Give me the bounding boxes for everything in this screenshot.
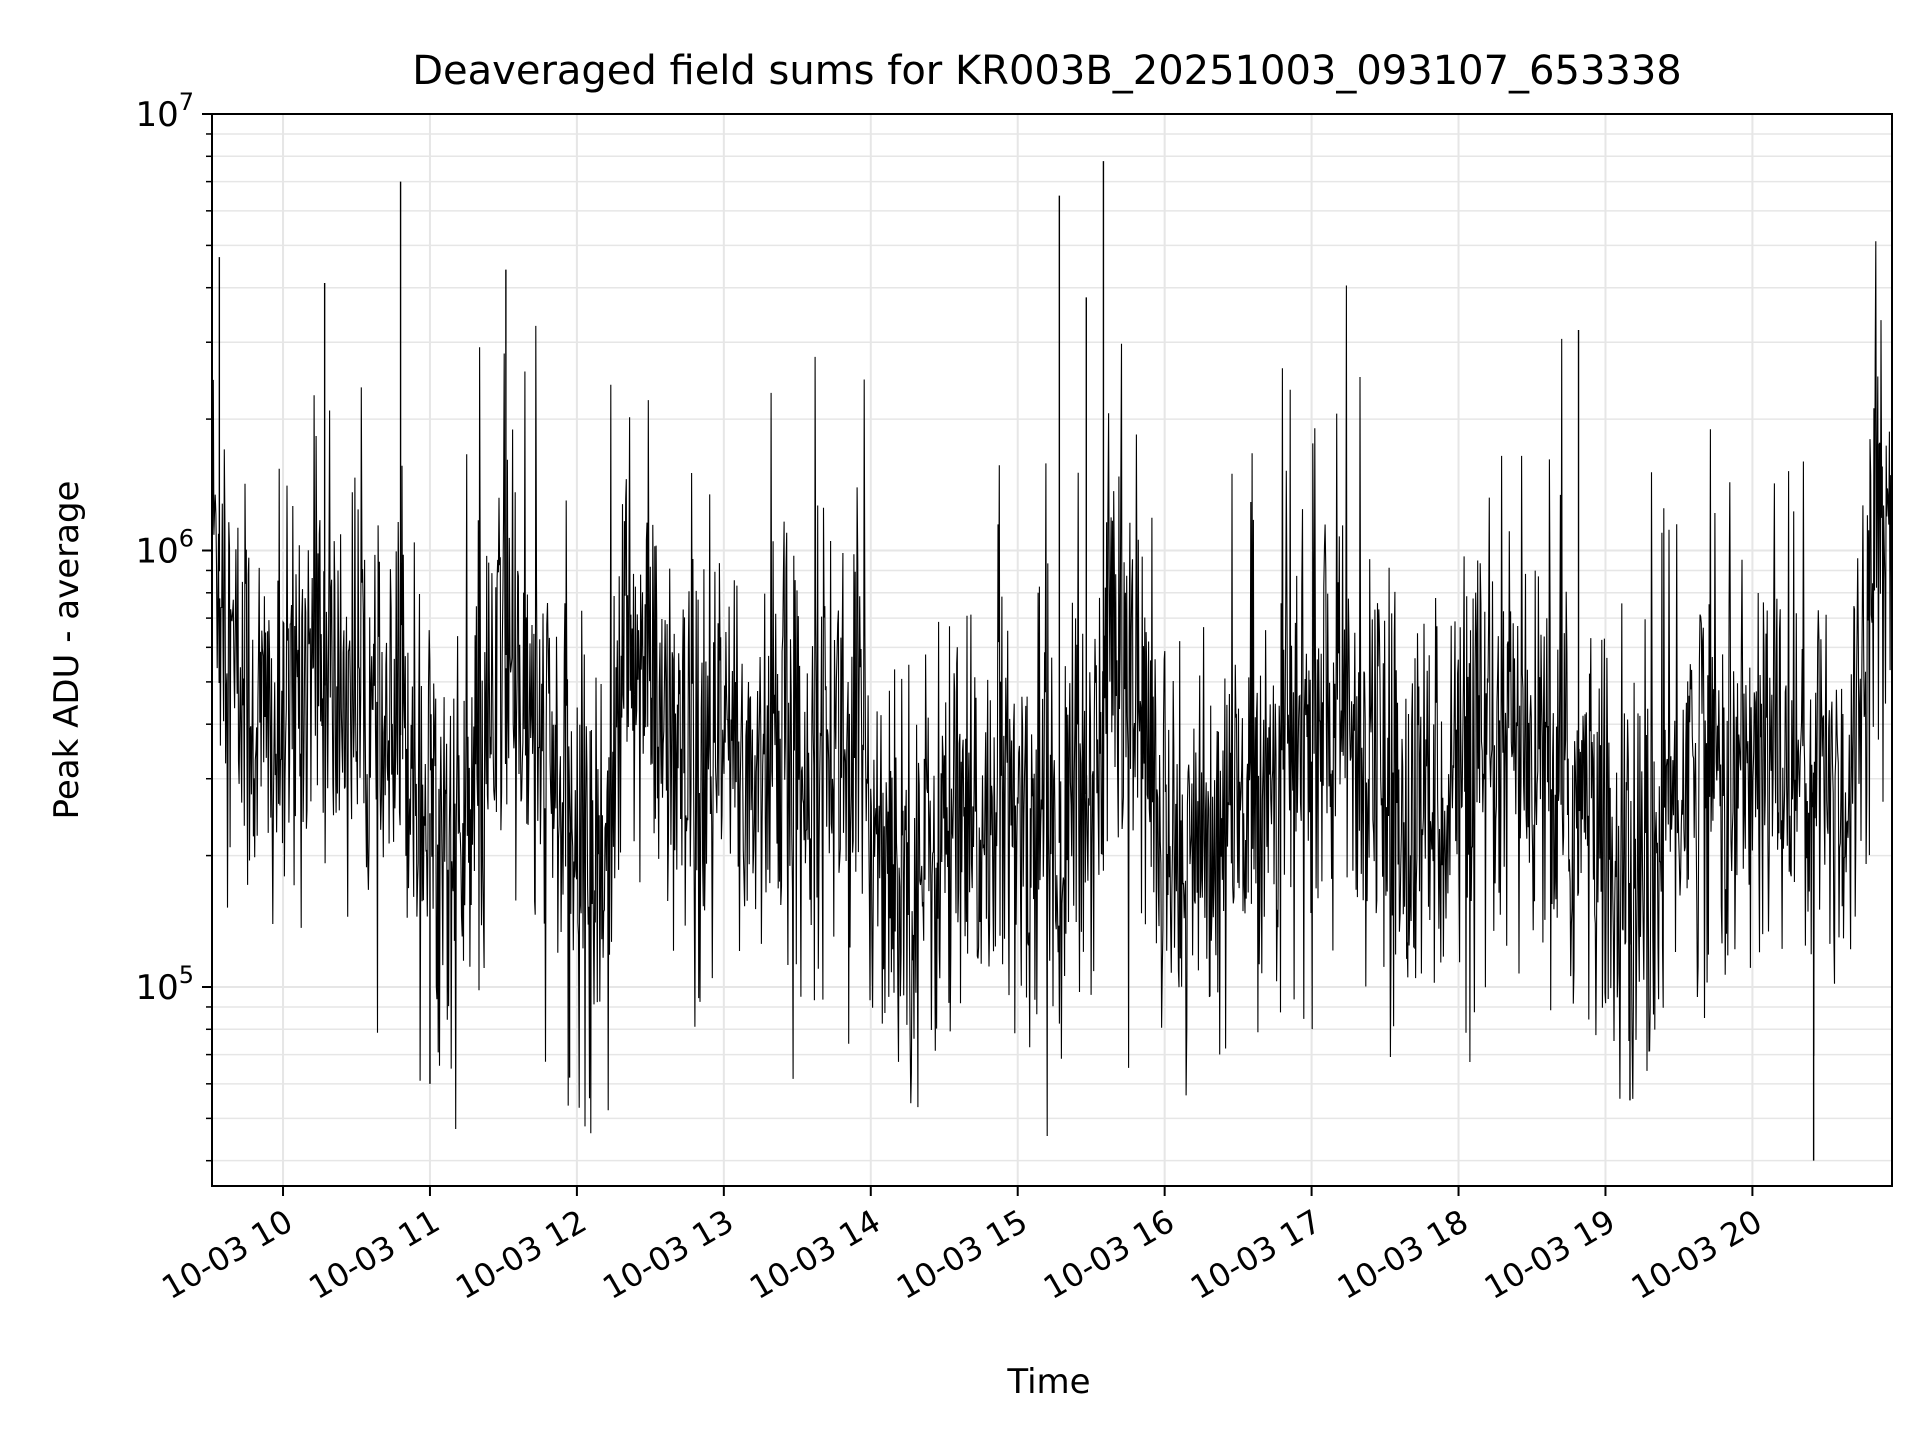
x-tick-label: 10-03 14 <box>743 1202 887 1307</box>
chart-title: Deaveraged field sums for KR003B_2025100… <box>412 48 1682 94</box>
y-tick-label: 106 <box>135 524 194 571</box>
x-axis-label: Time <box>1006 1362 1090 1402</box>
x-tick-label: 10-03 13 <box>596 1202 740 1307</box>
y-axis-ticks: 105 106 107 <box>135 88 212 1162</box>
x-tick-label: 10-03 17 <box>1184 1202 1328 1307</box>
x-axis-ticks: 10-03 10 10-03 11 10-03 12 10-03 13 10-03 14… <box>155 1186 1768 1307</box>
x-tick-label: 10-03 20 <box>1625 1202 1769 1307</box>
x-tick-label: 10-03 10 <box>155 1202 299 1307</box>
grid <box>212 114 1892 1186</box>
x-tick-label: 10-03 16 <box>1037 1202 1181 1307</box>
series-line <box>211 241 1893 1137</box>
x-tick-label: 10-03 18 <box>1331 1202 1475 1307</box>
x-tick-label: 10-03 11 <box>302 1202 446 1307</box>
series-line-layer <box>211 161 1893 1161</box>
plot-area-frame <box>211 113 1893 1187</box>
y-tick-label: 107 <box>135 88 194 135</box>
x-tick-label: 10-03 15 <box>890 1202 1034 1307</box>
y-tick-label: 105 <box>135 961 194 1008</box>
x-tick-label: 10-03 12 <box>449 1202 593 1307</box>
y-axis-label: Peak ADU - average <box>47 481 87 820</box>
x-tick-label: 10-03 19 <box>1478 1202 1622 1307</box>
